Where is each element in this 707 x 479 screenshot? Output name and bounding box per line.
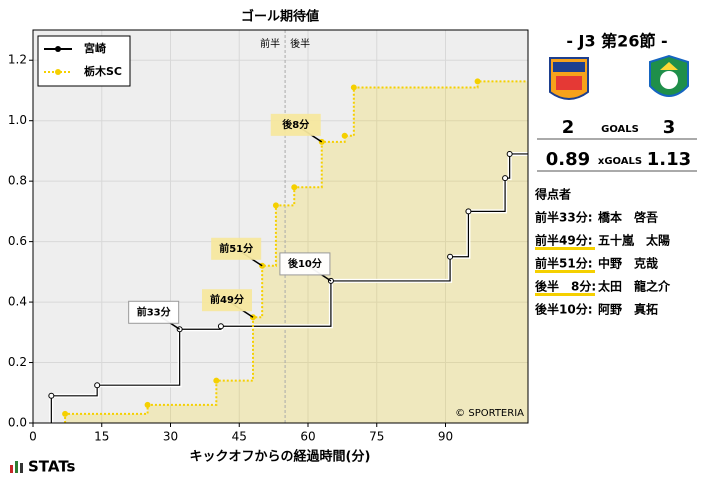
point [272,202,279,209]
shield-band [556,76,582,90]
home-goals: 2 [562,117,575,138]
legend-box [37,35,131,87]
annotation-label: 前51分 [219,242,253,255]
y-tick-label: 0.6 [8,234,27,248]
x-tick-label: 30 [163,430,178,444]
shield-band [553,62,585,72]
point [447,253,454,260]
annotation-box [211,237,262,260]
point [350,84,357,91]
point [213,377,220,384]
annotation-label: 前49分 [210,293,244,306]
point [506,150,513,157]
legend-marker [55,46,61,52]
annotation-box [270,113,321,136]
point [474,78,481,85]
point [502,175,509,182]
emblem [660,71,678,89]
emblem [660,62,678,70]
chart-title: ゴール期待値 [241,9,319,25]
match-title: - J3 第26節 - [566,32,667,51]
y-tick-label: 1.0 [8,113,27,127]
scorer-underline [535,247,595,250]
scorer-time: 前半51分: [535,256,593,271]
goals-label: GOALS [601,124,639,135]
y-tick-label: 0.0 [8,416,27,430]
plot-frame [32,29,529,424]
x-tick-label: 15 [94,430,109,444]
scorer-time: 前半49分: [535,233,593,248]
x-tick-label: 60 [300,430,315,444]
point [144,401,151,408]
logo-bar [15,461,18,473]
x-tick-label: 45 [232,430,247,444]
annotation-label: 後8分 [282,118,309,131]
point [291,184,298,191]
scorer-name: 五十嵐 太陽 [598,233,670,248]
scorer-time: 後半 8分: [535,279,596,294]
logo-bar [10,465,13,473]
x-tick-label: 0 [29,430,37,444]
brand-logo: STATs [10,458,76,476]
scorer-name: 太田 龍之介 [598,279,671,294]
copyright: © SPORTERIA [455,408,524,419]
point [465,208,472,215]
area [65,81,528,424]
halftime-label: 後半 [290,37,310,50]
scorer-name: 橋本 啓吾 [598,210,658,225]
scorer-time: 後半10分: [535,302,593,317]
legend-marker [55,69,61,75]
annotation-label: 後10分 [288,257,322,270]
point [217,323,224,330]
scorer-underline [535,293,595,296]
scorer-underline [535,270,595,273]
x-tick-label: 90 [438,430,453,444]
point [62,410,69,417]
plot: 0.0 0.2 0.4 0.6 0.8 1.0 1.2 0 15 30 45 60 75 90 前半 後半前3… [8,29,529,444]
x-tick-label: 75 [369,430,384,444]
scorers-title: 得点者 [534,187,571,202]
point [341,132,348,139]
legend-label: 栃木SC [84,64,122,78]
y-tick-label: 1.2 [8,53,27,67]
home-xg: 0.89 [546,149,590,170]
y-tick-label: 0.8 [8,174,27,188]
point [94,382,101,389]
annotation-label: 前33分 [137,305,171,318]
y-tick-label: 0.4 [8,295,27,309]
legend-label: 宮崎 [84,41,106,55]
logo-text: STATs [28,458,76,476]
scorer-name: 中野 克哉 [598,256,658,271]
y-tick-label: 0.2 [8,355,27,369]
x-axis-label: キックオフからの経過時間(分) [190,449,371,465]
point [48,392,55,399]
annotation-box [128,300,180,324]
away-goals: 3 [663,117,676,138]
scorer-name: 阿野 真拓 [598,302,658,317]
away-logo [649,54,689,97]
away-xg: 1.13 [647,149,691,170]
annotation-box [279,252,331,276]
xg-label: xGOALS [598,156,642,167]
logo-bar [20,463,23,473]
annotation-box [202,289,252,312]
scorer-time: 前半33分: [535,210,593,225]
home-logo [549,57,589,100]
halftime-label: 前半 [260,37,280,50]
